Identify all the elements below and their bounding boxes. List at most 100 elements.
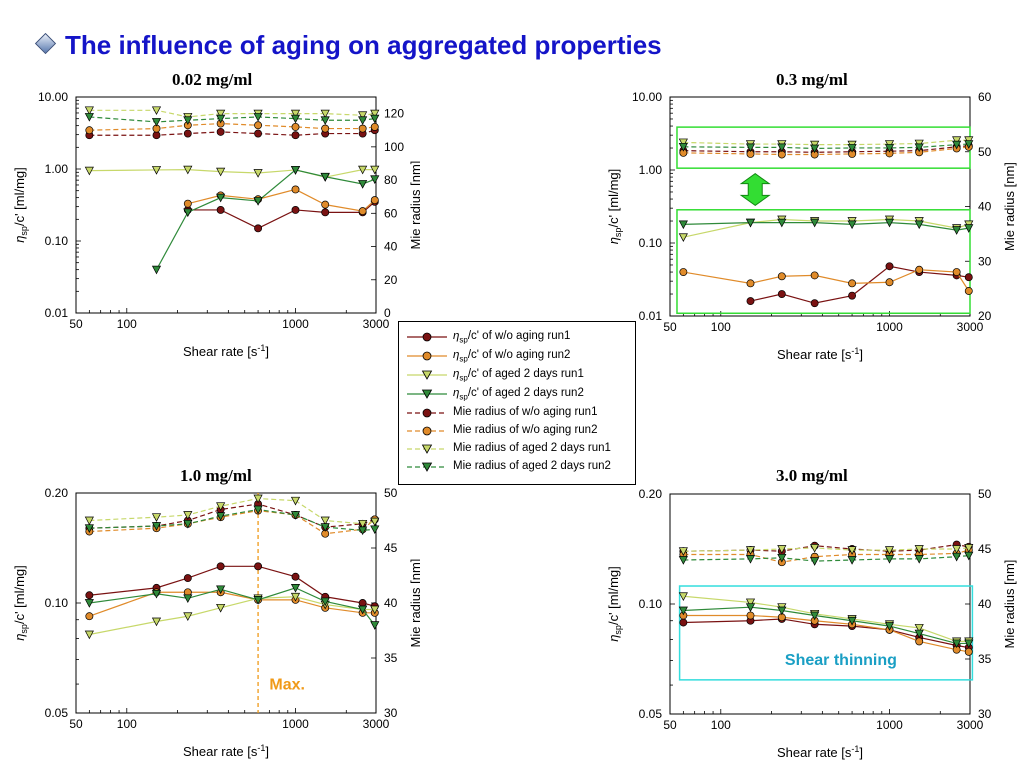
- data-point: [358, 605, 368, 615]
- legend-swatch: [407, 370, 447, 380]
- y2-tick-label: 20: [384, 273, 398, 287]
- highlight-box: [676, 126, 971, 169]
- y2-tick-label: 45: [978, 542, 992, 556]
- legend-label: Mie radius of w/o aging run2: [453, 424, 598, 436]
- legend-item-visc-wo1: ηsp/c' of w/o aging run1: [399, 328, 635, 346]
- data-point: [914, 624, 924, 633]
- data-point: [848, 279, 857, 288]
- highlight-box: [676, 209, 971, 315]
- data-point: [848, 291, 857, 300]
- y-tick-label: 0.01: [45, 306, 69, 320]
- data-point: [914, 629, 924, 639]
- chart-0-3-mg-ml: 50 100 1000 3000 0.01 0.10 1.00 10.00 20 30 40 50 60…: [606, 90, 1017, 362]
- legend-label: ηsp/c' of w/o aging run2: [453, 349, 571, 364]
- data-point: [290, 584, 301, 593]
- data-point: [885, 278, 894, 287]
- data-point: [952, 226, 962, 235]
- data-point: [745, 555, 756, 564]
- series-line-mie-wo1: [89, 503, 375, 529]
- series-line-mie-ag1: [683, 547, 969, 552]
- data-point: [914, 555, 924, 564]
- double-arrow-icon: [739, 173, 771, 207]
- legend-label: ηsp/c' of aged 2 days run2: [453, 387, 584, 402]
- data-point: [678, 606, 688, 616]
- data-point: [777, 553, 787, 563]
- data-point: [151, 166, 162, 175]
- data-point: [678, 556, 688, 565]
- data-point: [216, 512, 226, 521]
- data-point: [964, 273, 973, 282]
- series-line-mie-ag1: [89, 497, 375, 525]
- data-point: [370, 525, 380, 535]
- data-point: [810, 557, 820, 566]
- y2-tick-label: 30: [384, 706, 398, 720]
- x-tick-label: 1000: [282, 317, 309, 331]
- data-point: [915, 637, 924, 646]
- y-axis-label: ηsp/c' [ml/mg]: [12, 167, 29, 243]
- data-point: [745, 603, 756, 612]
- data-point: [678, 547, 688, 556]
- data-point: [183, 116, 193, 126]
- data-point: [291, 205, 300, 214]
- data-point: [152, 131, 161, 140]
- y2-tick-label: 50: [978, 145, 992, 159]
- series-line-visc-ag2: [89, 587, 376, 626]
- y2-tick-label: 45: [384, 541, 398, 555]
- x-tick-label: 50: [663, 718, 677, 732]
- series-line-visc-wo1: [750, 265, 969, 304]
- data-point: [964, 639, 974, 649]
- data-point: [183, 165, 193, 175]
- panel-title-2: 0.3 mg/ml: [776, 70, 848, 89]
- legend-item-visc-ag1: ηsp/c' of aged 2 days run1: [399, 366, 635, 384]
- data-point: [952, 545, 962, 554]
- data-point: [746, 279, 755, 288]
- data-point: [84, 106, 94, 116]
- data-point: [964, 551, 974, 561]
- data-point: [952, 639, 962, 649]
- data-point: [151, 106, 162, 116]
- x-tick-label: 1000: [876, 320, 903, 334]
- legend-item-mie-ag2: Mie radius of aged 2 days run2: [399, 458, 635, 476]
- data-point: [358, 124, 367, 133]
- data-point: [746, 611, 755, 620]
- data-point: [320, 172, 330, 182]
- data-point: [810, 218, 820, 228]
- data-point: [358, 207, 367, 216]
- data-point: [964, 224, 974, 233]
- data-point: [151, 513, 162, 522]
- data-point: [370, 605, 380, 615]
- data-point: [810, 271, 819, 280]
- data-point: [370, 114, 380, 124]
- data-point: [321, 200, 330, 209]
- series-line-visc-ag1: [683, 595, 969, 643]
- data-point: [358, 165, 368, 175]
- data-point: [678, 233, 688, 242]
- data-point: [370, 175, 380, 185]
- legend-item-mie-wo2: Mie radius of w/o aging run2: [399, 422, 635, 440]
- legend: ηsp/c' of w/o aging run1 ηsp/c' of w/o a…: [398, 321, 636, 485]
- data-point: [847, 220, 857, 230]
- legend-swatch: [407, 351, 447, 361]
- series-line-mie-wo2: [683, 146, 969, 156]
- y2-tick-label: 40: [978, 200, 992, 214]
- x-tick-label: 100: [117, 317, 137, 331]
- data-point: [964, 544, 974, 553]
- x-axis-label: Shear rate [s-1]: [183, 743, 269, 759]
- y2-tick-label: 120: [384, 107, 404, 121]
- data-point: [291, 572, 300, 581]
- x-tick-label: 1000: [282, 717, 309, 731]
- y2-tick-label: 60: [978, 90, 992, 104]
- x-tick-label: 100: [711, 718, 731, 732]
- data-point: [885, 262, 894, 271]
- series-line-visc-ag1: [683, 218, 969, 238]
- data-point: [291, 122, 300, 131]
- legend-item-visc-ag2: ηsp/c' of aged 2 days run2: [399, 385, 635, 403]
- data-point: [253, 505, 263, 515]
- x-axis-label: Shear rate [s-1]: [777, 744, 863, 760]
- data-point: [679, 268, 688, 276]
- data-point: [884, 622, 895, 631]
- legend-swatch: [407, 426, 447, 436]
- data-point: [952, 136, 962, 145]
- y-tick-label: 0.20: [45, 486, 69, 500]
- y2-tick-label: 50: [384, 486, 398, 500]
